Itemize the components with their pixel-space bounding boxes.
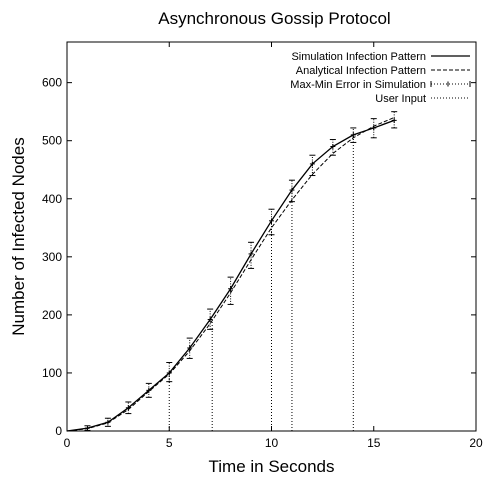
y-tick-label: 400: [42, 192, 62, 206]
y-tick-label: 600: [42, 76, 62, 90]
x-tick-label: 10: [265, 436, 279, 450]
legend-label: User Input: [375, 93, 426, 105]
x-tick-label: 20: [469, 436, 483, 450]
y-tick-label: 0: [55, 424, 62, 438]
chart-title: Asynchronous Gossip Protocol: [158, 9, 390, 28]
x-tick-label: 0: [64, 436, 71, 450]
y-tick-label: 500: [42, 134, 62, 148]
series-layer: [66, 111, 398, 432]
y-tick-label: 300: [42, 250, 62, 264]
series-simulation-line: [66, 119, 395, 432]
legend-label: Simulation Infection Pattern: [291, 51, 426, 63]
legend-label: Analytical Infection Pattern: [296, 65, 426, 77]
x-tick-label: 5: [166, 436, 173, 450]
legend: Simulation Infection Pattern Analytical I…: [290, 51, 471, 105]
x-axis-label: Time in Seconds: [209, 457, 335, 476]
y-tick-label: 100: [42, 366, 62, 380]
y-axis-label: Number of Infected Nodes: [9, 137, 28, 335]
series-analytical-line: [66, 117, 395, 432]
legend-label: Max-Min Error in Simulation: [290, 79, 426, 91]
y-tick-label: 200: [42, 308, 62, 322]
x-tick-label: 15: [367, 436, 381, 450]
